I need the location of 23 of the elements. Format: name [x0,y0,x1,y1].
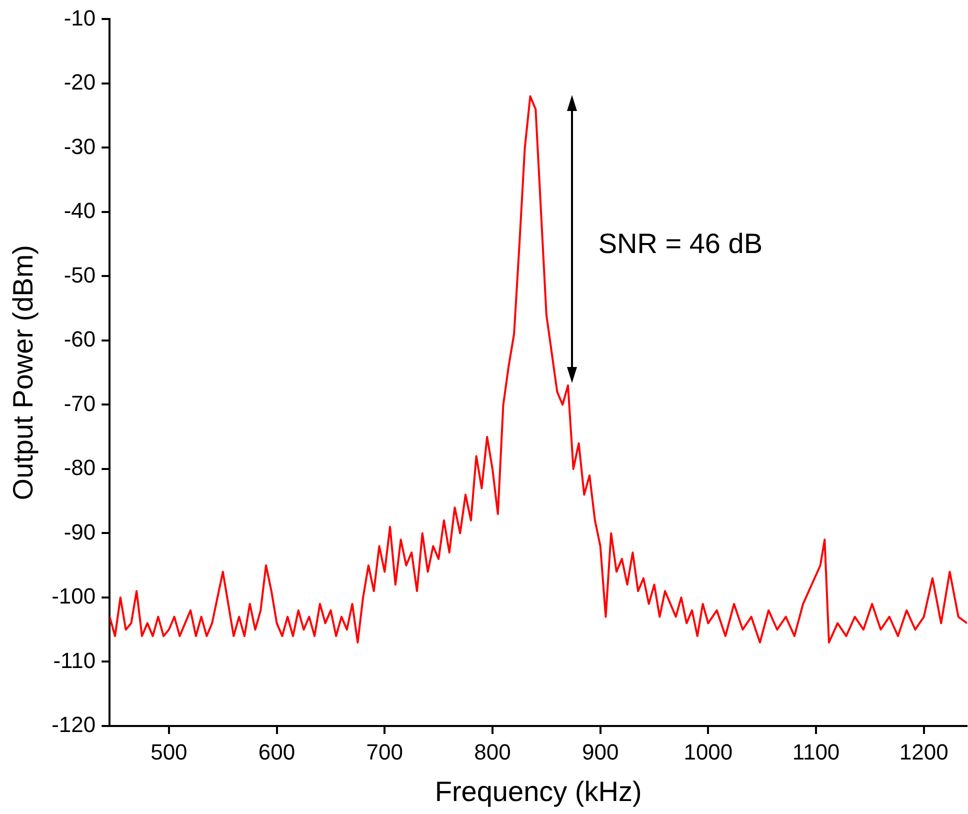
x-tick-label: 1100 [792,739,840,764]
annotation: SNR = 46 dB [598,228,763,260]
x-axis-title: Frequency (kHz) [434,776,642,807]
y-tick-label: -70 [64,390,96,416]
y-tick-label: -20 [64,70,96,95]
y-tick-label: -30 [64,134,96,159]
y-tick-label: -40 [64,198,96,224]
x-tick-label: 1200 [899,739,948,764]
y-tick-label: -90 [64,519,96,544]
y-tick-label: -10 [64,5,96,30]
y-tick-label: -100 [52,584,96,609]
x-tick-label: 700 [366,739,403,764]
x-tick-label: 800 [474,739,511,764]
x-tick-label: 500 [150,739,188,764]
y-tick-label: -60 [64,326,96,352]
y-tick-label: -120 [52,712,96,738]
y-axis-title: Output Power (dBm) [8,245,39,500]
x-tick-label: 900 [582,739,619,764]
y-tick-label: -110 [53,648,96,673]
x-tick-label: 600 [258,739,296,764]
x-tick-label: 1000 [684,739,733,764]
y-tick-label: -50 [64,262,96,288]
y-tick-label: -80 [64,455,96,480]
